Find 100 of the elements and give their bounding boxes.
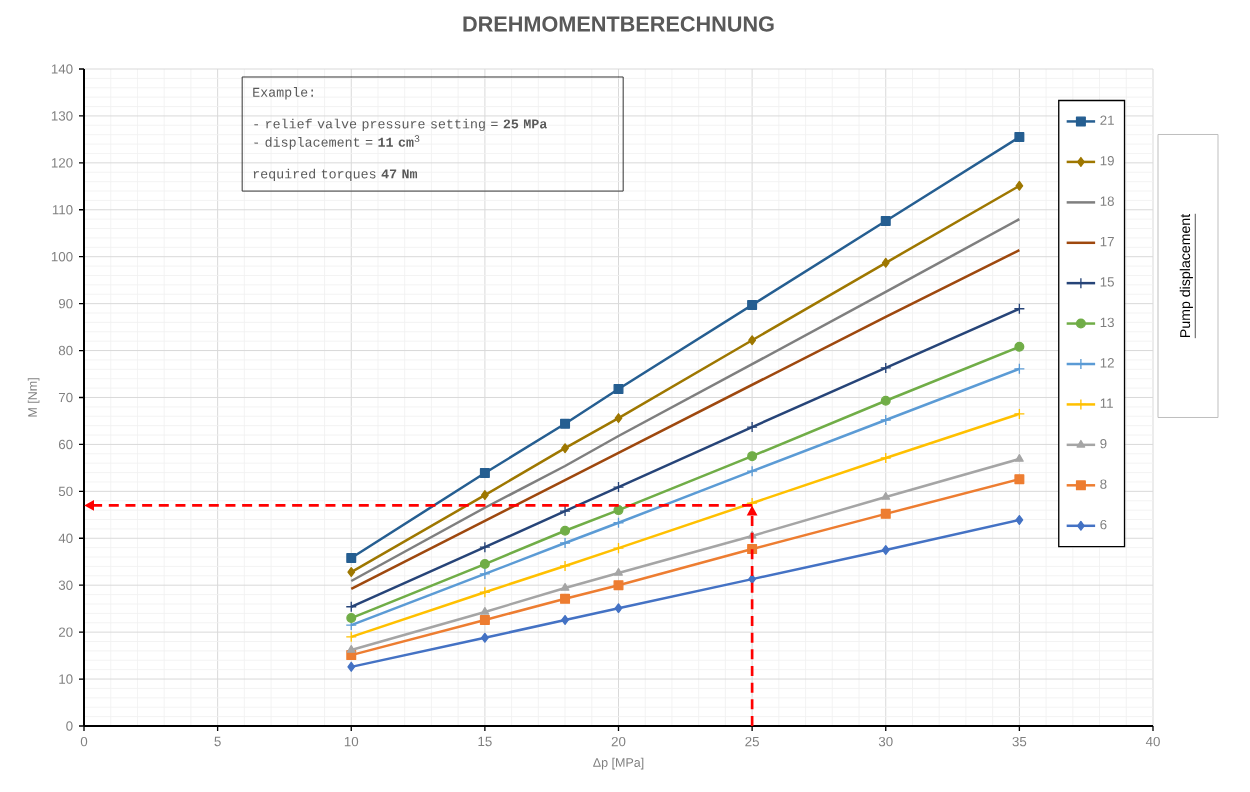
point xyxy=(747,451,758,462)
x-tick-label: 40 xyxy=(1145,736,1160,747)
point xyxy=(560,583,570,591)
point xyxy=(347,567,356,578)
y-tick-label: 0 xyxy=(66,721,73,731)
point xyxy=(480,632,489,643)
y-tick-label: 100 xyxy=(51,251,73,262)
legend-label: 21 xyxy=(1100,115,1114,125)
y-axis-title: M [Nm] xyxy=(27,378,40,417)
point xyxy=(747,300,758,311)
annotation: required torques 47 Nm xyxy=(253,168,418,182)
point xyxy=(480,606,490,615)
point xyxy=(614,567,623,576)
legend-label: 12 xyxy=(1100,358,1114,368)
point xyxy=(345,601,357,613)
x-tick-label: 5 xyxy=(214,736,221,747)
y-tick-label: 20 xyxy=(58,627,73,637)
y-tick-label: 110 xyxy=(52,205,73,215)
annotation: - displacement = 11 cm$^{3}$ xyxy=(254,135,420,150)
x-tick-label: 0 xyxy=(80,736,88,747)
point xyxy=(614,413,623,424)
point xyxy=(560,525,571,536)
point xyxy=(880,395,891,406)
point xyxy=(1014,132,1025,143)
point xyxy=(346,644,356,653)
y-tick-label: 30 xyxy=(58,580,73,590)
point xyxy=(748,335,757,346)
y-tick-label: 90 xyxy=(58,298,73,309)
point xyxy=(880,414,892,426)
point xyxy=(612,517,625,529)
point xyxy=(480,490,489,501)
legend-label: 6 xyxy=(1100,519,1107,530)
point xyxy=(1013,363,1026,375)
point xyxy=(479,559,490,570)
point xyxy=(880,362,892,374)
point xyxy=(612,481,625,493)
y-tick-label: 120 xyxy=(51,158,73,168)
y-tick-label: 10 xyxy=(59,674,73,684)
point xyxy=(479,614,490,625)
point xyxy=(880,508,891,519)
x-tick-label: 20 xyxy=(611,736,626,747)
y-tick-label: 130 xyxy=(51,111,73,121)
legend-label: 17 xyxy=(1100,236,1114,247)
y-tick-label: 40 xyxy=(58,533,73,543)
point xyxy=(559,537,571,549)
y-tick-label: 80 xyxy=(58,345,73,356)
point xyxy=(746,421,758,433)
point xyxy=(613,505,624,516)
point xyxy=(614,603,623,614)
legend-label: 19 xyxy=(1100,156,1114,166)
x-tick-label: 30 xyxy=(878,736,893,747)
point xyxy=(479,586,491,598)
x-axis-title: Δp [MPa] xyxy=(593,757,644,770)
point xyxy=(559,505,571,517)
legend-label: 9 xyxy=(1100,438,1107,449)
point xyxy=(1014,453,1024,462)
x-tick-label: 15 xyxy=(478,736,492,747)
point xyxy=(559,560,571,572)
point xyxy=(1015,180,1024,191)
point xyxy=(560,593,571,604)
point xyxy=(1013,408,1026,420)
y-tick-label: 140 xyxy=(51,64,73,74)
legend-title: Pump displacement xyxy=(1179,213,1193,338)
point xyxy=(612,542,625,554)
y-tick-label: 50 xyxy=(58,486,73,497)
chart-title: DREHMOMENTBERECHNUNG xyxy=(463,16,774,32)
point xyxy=(345,631,357,643)
point xyxy=(746,465,758,477)
point xyxy=(561,614,569,625)
point xyxy=(479,541,491,553)
point xyxy=(613,384,624,395)
point xyxy=(560,418,571,429)
point xyxy=(1014,474,1025,485)
point xyxy=(881,257,890,268)
point xyxy=(881,491,891,500)
point xyxy=(479,468,490,479)
legend-label: 8 xyxy=(1100,479,1107,489)
x-tick-label: 35 xyxy=(1012,736,1027,747)
y-tick-label: 70 xyxy=(58,392,73,403)
point xyxy=(1013,303,1026,315)
y-tick-label: 60 xyxy=(58,439,73,450)
legend-label: 13 xyxy=(1100,317,1114,328)
point xyxy=(880,452,892,464)
annotation: Example: xyxy=(253,86,313,100)
point xyxy=(347,661,356,672)
point xyxy=(1015,514,1024,525)
legend-label: 11 xyxy=(1100,398,1113,408)
point xyxy=(613,580,624,591)
point xyxy=(881,545,890,556)
point xyxy=(1014,341,1025,352)
x-tick-label: 10 xyxy=(344,736,359,747)
legend-label: 15 xyxy=(1100,277,1114,287)
point xyxy=(561,443,569,454)
point xyxy=(346,613,357,624)
point xyxy=(346,552,357,563)
annotation: - relief valve pressure setting = 25 MPa xyxy=(254,118,547,132)
point xyxy=(880,216,891,227)
point xyxy=(746,497,758,509)
point xyxy=(479,568,491,580)
legend-label: 18 xyxy=(1100,196,1114,206)
